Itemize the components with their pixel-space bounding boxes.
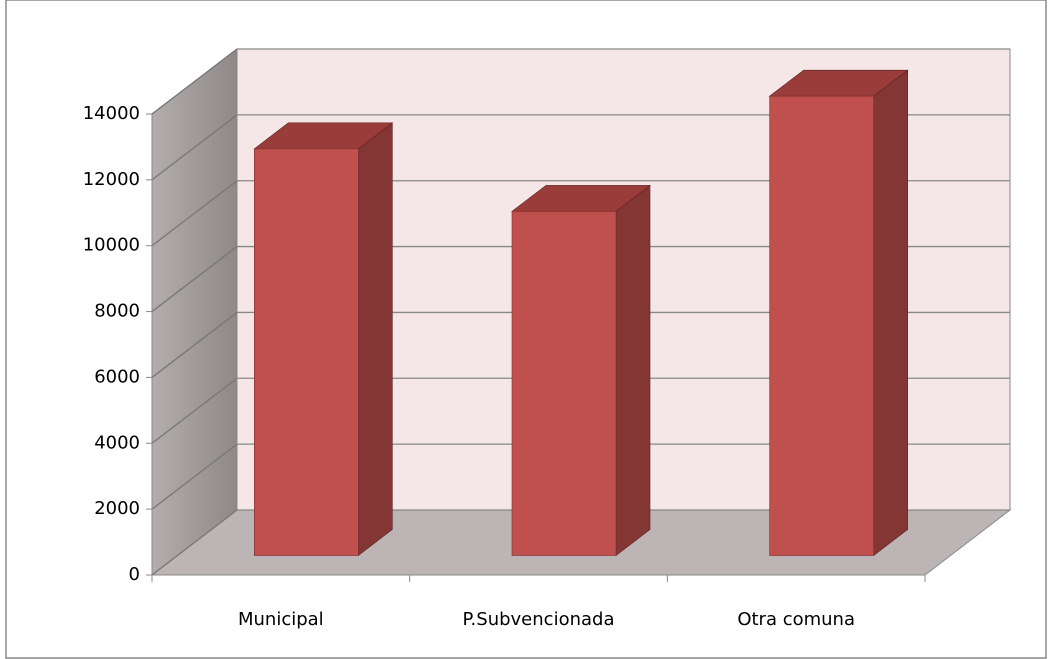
chart-frame (5, 0, 1047, 659)
y-tick-label: 8000 (94, 301, 140, 322)
grid-line (151, 246, 238, 313)
x-tick-label: Otra comuna (737, 609, 855, 630)
bar-side (615, 184, 651, 557)
bar-side (873, 69, 908, 557)
bar (511, 211, 617, 556)
bar (769, 95, 874, 556)
y-tick-label: 0 (129, 564, 140, 585)
y-tick-label: 12000 (83, 169, 140, 190)
grid-line (151, 114, 238, 181)
grid-line (151, 377, 238, 444)
x-tick-label: Municipal (238, 609, 324, 630)
bar-side (358, 122, 393, 557)
grid-line (151, 509, 238, 576)
y-tick-label: 6000 (94, 366, 140, 387)
plot-area: 0 2000 4000 6000 8000 10000 12000 14000 Municipa… (83, 47, 1012, 630)
bar (254, 148, 359, 556)
grid-line (151, 180, 238, 247)
y-tick-label: 14000 (83, 103, 140, 124)
side-wall (151, 47, 238, 577)
y-tick-label: 10000 (83, 235, 140, 256)
grid-line (151, 311, 238, 378)
grid-line (151, 443, 238, 510)
y-tick-label: 4000 (94, 432, 140, 453)
x-tick-label: P.Subvencionada (463, 609, 615, 630)
grid-line (151, 48, 238, 115)
y-tick-label: 2000 (94, 498, 140, 519)
